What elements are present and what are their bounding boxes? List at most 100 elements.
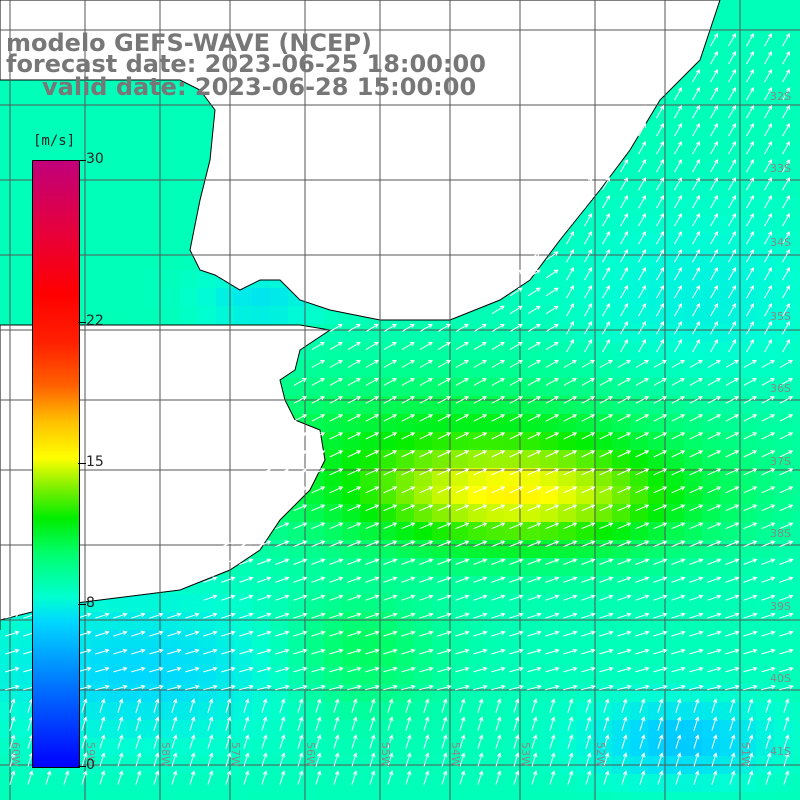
- wind-arrow: [743, 432, 758, 440]
- speed-cell: [540, 414, 559, 433]
- speed-cell: [342, 414, 361, 433]
- speed-cell: [0, 774, 19, 793]
- speed-cell: [378, 504, 397, 523]
- speed-cell: [612, 378, 631, 397]
- wind-arrow: [203, 576, 218, 583]
- speed-cell: [198, 774, 217, 793]
- wind-arrow: [275, 684, 290, 691]
- wind-arrow: [728, 284, 737, 299]
- speed-cell: [792, 342, 800, 361]
- wind-arrow: [423, 752, 430, 767]
- wind-arrow: [545, 630, 560, 637]
- wind-arrow: [603, 698, 610, 713]
- wind-arrow: [563, 468, 578, 476]
- speed-cell: [360, 702, 379, 721]
- speed-cell: [108, 666, 127, 685]
- wind-arrow: [743, 612, 758, 619]
- wind-arrow: [117, 734, 124, 749]
- speed-cell: [414, 594, 433, 613]
- wind-arrow: [293, 504, 308, 512]
- speed-cell: [756, 720, 775, 739]
- speed-cell: [288, 576, 307, 595]
- speed-cell: [756, 576, 775, 595]
- speed-cell: [468, 558, 487, 577]
- speed-cell: [342, 720, 361, 739]
- speed-cell: [720, 522, 739, 541]
- wind-arrow: [491, 396, 506, 404]
- wind-arrow: [707, 414, 722, 422]
- wind-arrow: [459, 770, 466, 785]
- wind-arrow: [239, 558, 254, 565]
- wind-arrow: [638, 230, 647, 245]
- wind-arrow: [311, 576, 326, 583]
- wind-arrow: [638, 122, 647, 137]
- speed-cell: [108, 90, 127, 109]
- speed-cell: [216, 288, 235, 307]
- wind-arrow: [369, 752, 376, 767]
- wind-arrow: [764, 140, 773, 155]
- speed-cell: [378, 360, 397, 379]
- speed-cell: [630, 702, 649, 721]
- speed-cell: [198, 288, 217, 307]
- wind-arrow: [563, 558, 578, 565]
- speed-cell: [576, 522, 595, 541]
- speed-cell: [684, 576, 703, 595]
- speed-cell: [774, 774, 793, 793]
- speed-cell: [144, 594, 163, 613]
- wind-arrow: [527, 666, 542, 673]
- wind-arrow: [509, 522, 524, 530]
- wind-arrow: [437, 522, 452, 530]
- wind-arrow: [585, 752, 592, 767]
- speed-cell: [252, 558, 271, 577]
- wind-arrow: [329, 450, 344, 458]
- wind-arrow: [783, 698, 790, 713]
- speed-cell: [324, 378, 343, 397]
- speed-cell: [540, 288, 559, 307]
- wind-arrow: [549, 734, 556, 749]
- wind-arrow: [635, 504, 650, 512]
- wind-arrow: [620, 284, 629, 299]
- speed-cell: [432, 360, 451, 379]
- speed-cell: [504, 774, 523, 793]
- wind-arrow: [689, 414, 704, 422]
- speed-cell: [414, 612, 433, 631]
- speed-cell: [576, 468, 595, 487]
- wind-arrow: [584, 284, 593, 299]
- wind-arrow: [620, 212, 629, 227]
- speed-cell: [540, 396, 559, 415]
- wind-arrow: [293, 558, 308, 565]
- speed-cell: [270, 306, 289, 325]
- speed-cell: [270, 702, 289, 721]
- speed-cell: [0, 90, 19, 109]
- speed-cell: [720, 396, 739, 415]
- wind-arrow: [383, 522, 398, 530]
- speed-cell: [504, 450, 523, 469]
- wind-arrow: [419, 468, 434, 476]
- speed-cell: [432, 486, 451, 505]
- speed-cell: [612, 450, 631, 469]
- wind-arrow: [455, 558, 470, 565]
- wind-arrow: [311, 450, 326, 458]
- speed-cell: [612, 504, 631, 523]
- speed-cell: [144, 252, 163, 271]
- wind-arrow: [782, 176, 791, 191]
- speed-cell: [378, 612, 397, 631]
- wind-arrow: [761, 359, 776, 368]
- speed-cell: [720, 594, 739, 613]
- wind-arrow: [743, 666, 758, 673]
- speed-cell: [576, 702, 595, 721]
- wind-arrow: [257, 684, 272, 691]
- speed-cell: [648, 702, 667, 721]
- wind-arrow: [275, 468, 290, 476]
- wind-arrow: [477, 770, 484, 785]
- speed-cell: [126, 144, 145, 163]
- wind-arrow: [347, 540, 362, 548]
- wind-arrow: [491, 612, 506, 619]
- speed-cell: [756, 0, 775, 19]
- speed-cell: [324, 558, 343, 577]
- wind-arrow: [746, 104, 755, 119]
- wind-arrow: [203, 594, 218, 601]
- speed-cell: [756, 594, 775, 613]
- wind-arrow: [710, 140, 719, 155]
- wind-arrow: [656, 158, 665, 173]
